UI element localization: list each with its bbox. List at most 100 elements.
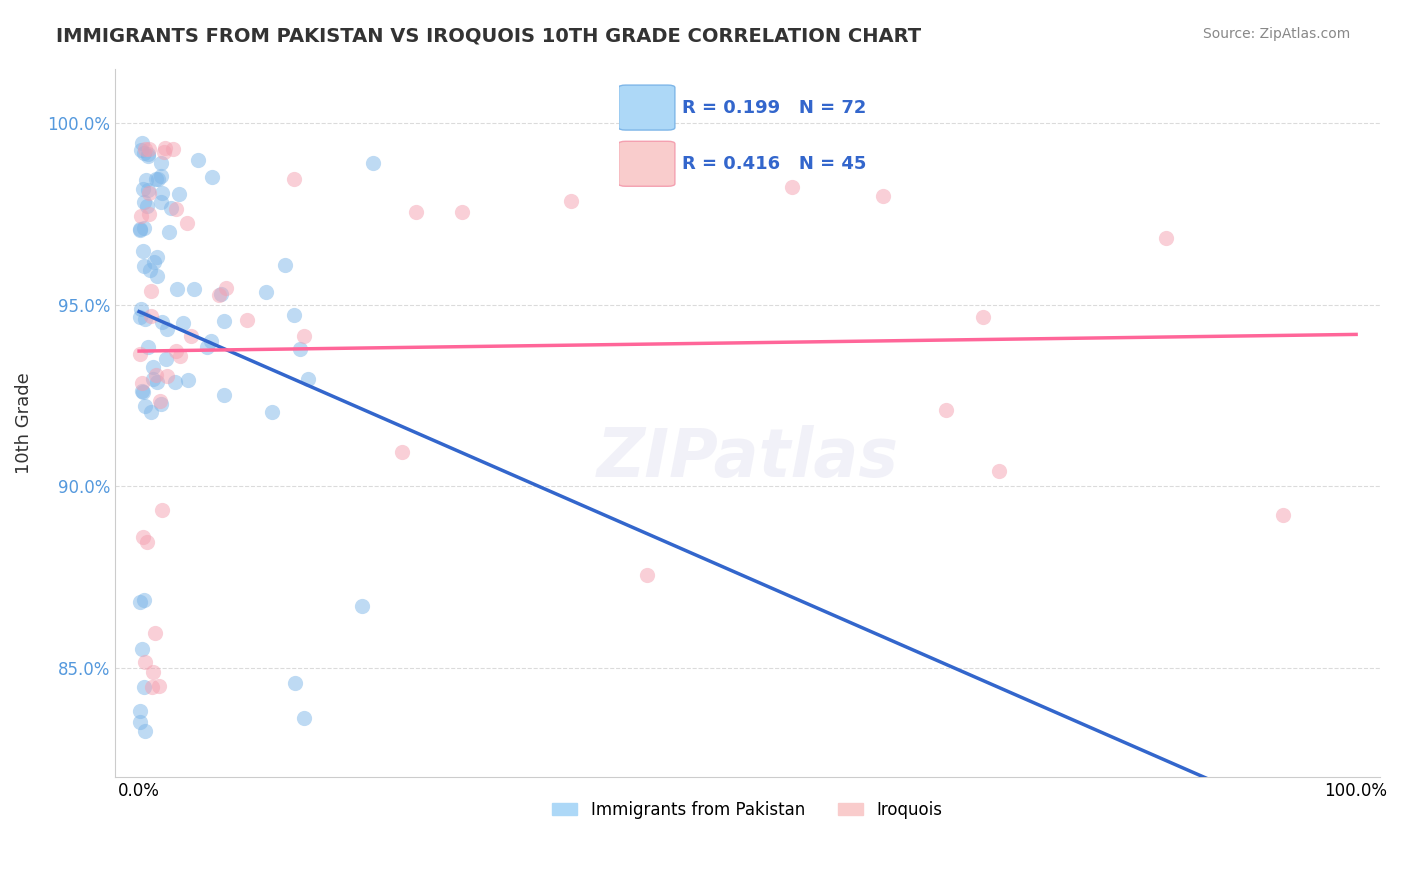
- Immigrants from Pakistan: [186, 153, 208, 168]
- Immigrants from Pakistan: [350, 599, 373, 613]
- Iroquois: [162, 142, 184, 156]
- Iroquois: [972, 310, 994, 324]
- Iroquois: [145, 368, 167, 382]
- Immigrants from Pakistan: [142, 359, 165, 374]
- Immigrants from Pakistan: [169, 187, 191, 202]
- Immigrants from Pakistan: [134, 399, 156, 413]
- Immigrants from Pakistan: [136, 183, 159, 197]
- Iroquois: [149, 393, 172, 408]
- Iroquois: [283, 172, 305, 186]
- Iroquois: [636, 567, 658, 582]
- Immigrants from Pakistan: [132, 194, 155, 209]
- Iroquois: [129, 346, 152, 360]
- Immigrants from Pakistan: [136, 340, 159, 354]
- Immigrants from Pakistan: [129, 715, 152, 730]
- Immigrants from Pakistan: [290, 342, 312, 356]
- Immigrants from Pakistan: [142, 254, 165, 268]
- Immigrants from Pakistan: [273, 258, 295, 272]
- Immigrants from Pakistan: [195, 340, 218, 354]
- Immigrants from Pakistan: [139, 263, 162, 277]
- Iroquois: [405, 204, 427, 219]
- Y-axis label: 10th Grade: 10th Grade: [15, 372, 32, 474]
- Immigrants from Pakistan: [132, 146, 155, 161]
- Immigrants from Pakistan: [136, 149, 159, 163]
- Text: Source: ZipAtlas.com: Source: ZipAtlas.com: [1202, 27, 1350, 41]
- Immigrants from Pakistan: [200, 334, 222, 348]
- Iroquois: [131, 376, 153, 391]
- Iroquois: [935, 403, 957, 417]
- Text: R = 0.416   N = 45: R = 0.416 N = 45: [682, 155, 866, 173]
- Iroquois: [169, 349, 191, 363]
- Immigrants from Pakistan: [214, 388, 236, 402]
- Iroquois: [987, 464, 1010, 478]
- Iroquois: [152, 145, 174, 159]
- Immigrants from Pakistan: [155, 352, 177, 367]
- Immigrants from Pakistan: [132, 244, 155, 258]
- Iroquois: [872, 189, 894, 203]
- FancyBboxPatch shape: [619, 141, 675, 186]
- Iroquois: [560, 194, 582, 209]
- Iroquois: [148, 679, 170, 693]
- Iroquois: [180, 329, 202, 343]
- Immigrants from Pakistan: [142, 372, 165, 386]
- Iroquois: [141, 309, 163, 323]
- Text: ZIPatlas: ZIPatlas: [596, 425, 898, 491]
- Iroquois: [1271, 508, 1294, 522]
- Iroquois: [156, 369, 179, 384]
- Immigrants from Pakistan: [172, 316, 194, 330]
- Immigrants from Pakistan: [361, 156, 384, 170]
- Immigrants from Pakistan: [129, 704, 152, 718]
- Immigrants from Pakistan: [156, 322, 179, 336]
- Iroquois: [142, 665, 165, 679]
- Immigrants from Pakistan: [145, 376, 167, 390]
- Immigrants from Pakistan: [150, 156, 173, 170]
- Immigrants from Pakistan: [135, 173, 157, 187]
- Immigrants from Pakistan: [212, 314, 235, 328]
- Iroquois: [143, 625, 166, 640]
- Immigrants from Pakistan: [254, 285, 277, 300]
- Immigrants from Pakistan: [149, 397, 172, 411]
- Immigrants from Pakistan: [165, 375, 187, 389]
- Iroquois: [176, 216, 198, 230]
- Immigrants from Pakistan: [134, 724, 156, 739]
- Immigrants from Pakistan: [160, 201, 183, 215]
- Iroquois: [236, 313, 259, 327]
- Iroquois: [208, 287, 231, 301]
- Immigrants from Pakistan: [132, 593, 155, 607]
- Iroquois: [153, 141, 176, 155]
- Immigrants from Pakistan: [136, 199, 159, 213]
- Iroquois: [141, 681, 163, 695]
- Immigrants from Pakistan: [129, 222, 152, 236]
- Iroquois: [780, 180, 803, 194]
- Iroquois: [292, 329, 315, 343]
- Immigrants from Pakistan: [283, 309, 305, 323]
- Iroquois: [139, 284, 162, 298]
- Immigrants from Pakistan: [129, 302, 152, 317]
- Iroquois: [138, 186, 160, 200]
- Immigrants from Pakistan: [145, 171, 167, 186]
- Immigrants from Pakistan: [129, 221, 152, 235]
- Immigrants from Pakistan: [150, 186, 173, 200]
- Text: R = 0.199   N = 72: R = 0.199 N = 72: [682, 99, 866, 117]
- Immigrants from Pakistan: [132, 385, 155, 400]
- Immigrants from Pakistan: [284, 675, 307, 690]
- Legend: Immigrants from Pakistan, Iroquois: Immigrants from Pakistan, Iroquois: [546, 794, 949, 825]
- Immigrants from Pakistan: [157, 226, 180, 240]
- Iroquois: [138, 207, 160, 221]
- Iroquois: [131, 531, 153, 545]
- Iroquois: [165, 202, 187, 216]
- Iroquois: [1154, 231, 1177, 245]
- Iroquois: [136, 535, 159, 549]
- Immigrants from Pakistan: [166, 282, 188, 296]
- Immigrants from Pakistan: [150, 194, 173, 209]
- Iroquois: [134, 142, 156, 156]
- Immigrants from Pakistan: [134, 312, 156, 326]
- Immigrants from Pakistan: [128, 310, 150, 325]
- Immigrants from Pakistan: [146, 250, 169, 264]
- Immigrants from Pakistan: [292, 711, 315, 725]
- Iroquois: [129, 209, 152, 223]
- Immigrants from Pakistan: [177, 373, 200, 387]
- Immigrants from Pakistan: [139, 405, 162, 419]
- Immigrants from Pakistan: [132, 221, 155, 235]
- Iroquois: [165, 344, 187, 359]
